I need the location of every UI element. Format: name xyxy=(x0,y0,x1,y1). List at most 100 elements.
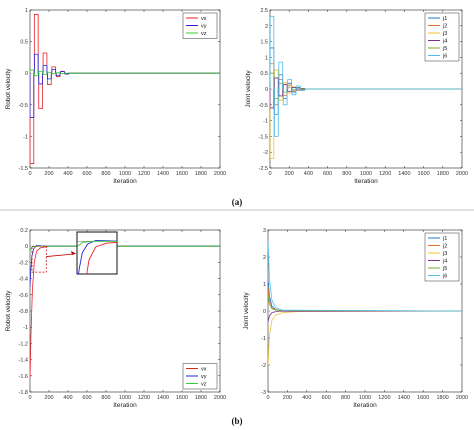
legend-label-j2: j2 xyxy=(442,244,447,250)
x-tick-label: 200 xyxy=(44,395,53,401)
y-tick-label: -1 xyxy=(263,119,268,125)
x-tick-label: 400 xyxy=(302,395,311,401)
y-tick-label: 0 xyxy=(265,87,268,93)
y-axis-label: Robot velocity xyxy=(5,68,12,110)
zoom-inset-lines xyxy=(77,239,117,274)
y-tick-label: 1 xyxy=(25,8,28,14)
y-tick-label: -1 xyxy=(23,134,28,140)
y-axis-label: Robot velocity xyxy=(5,290,12,332)
legend-label-j3: j3 xyxy=(442,31,447,37)
y-tick-label: -0.2 xyxy=(19,260,28,266)
x-tick-label: 1800 xyxy=(195,171,207,177)
legend-label-vx: vx xyxy=(201,16,207,22)
x-tick-label: 1200 xyxy=(138,395,150,401)
y-tick-label: 0 xyxy=(263,309,266,315)
series-group xyxy=(30,14,220,164)
y-tick-label: -1.5 xyxy=(259,134,268,140)
x-tick-label: 600 xyxy=(82,395,91,401)
y-tick-label: -1.8 xyxy=(19,390,28,396)
y-tick-label: -2 xyxy=(263,150,268,156)
x-tick-label: 600 xyxy=(323,171,332,177)
x-tick-label: 0 xyxy=(266,395,269,401)
y-tick-label: -1 xyxy=(261,336,266,342)
legend-label-j5: j5 xyxy=(442,266,447,272)
zoom-series-vz xyxy=(77,240,117,248)
legend-label-vz: vz xyxy=(201,382,207,388)
y-tick-label: 0 xyxy=(25,244,28,250)
series-line-j6 xyxy=(270,15,462,137)
y-axis-label: Joint velocity xyxy=(243,292,250,330)
x-tick-label: 200 xyxy=(283,395,292,401)
series-line-j6 xyxy=(268,240,462,312)
chart-3: 0 200 400 600 800 1000 1200 1400 1600 1800 2000 -3 -… xyxy=(243,228,468,409)
x-tick-label: 1400 xyxy=(398,395,410,401)
legend-label-j4: j4 xyxy=(442,259,447,265)
x-tick-label: 800 xyxy=(101,395,110,401)
zoom-series-vx xyxy=(86,241,117,274)
zoom-arrow xyxy=(46,253,75,257)
x-tick-label: 1800 xyxy=(436,395,448,401)
x-tick-label: 200 xyxy=(285,171,294,177)
x-tick-label: 1600 xyxy=(176,171,188,177)
legend-label-vz: vz xyxy=(201,31,207,37)
x-tick-label: 200 xyxy=(44,171,53,177)
x-tick-label: 1800 xyxy=(437,171,449,177)
x-tick-label: 800 xyxy=(101,171,110,177)
x-tick-label: 1400 xyxy=(157,171,169,177)
x-tick-label: 400 xyxy=(63,395,72,401)
x-tick-label: 1000 xyxy=(360,171,372,177)
legend-label-j2: j2 xyxy=(442,24,447,30)
y-tick-label: -1.2 xyxy=(19,341,28,347)
chart-0: 0 200 400 600 800 1000 1200 1400 1600 1800 2000 -1.… xyxy=(5,8,226,185)
y-axis-label: Joint velocity xyxy=(245,70,252,108)
x-tick-label: 1600 xyxy=(417,395,429,401)
x-tick-label: 0 xyxy=(28,395,31,401)
x-tick-label: 1600 xyxy=(176,395,188,401)
legend-label-j4: j4 xyxy=(442,39,447,45)
x-tick-label: 800 xyxy=(341,395,350,401)
y-tick-label: -1 xyxy=(23,325,28,331)
y-tick-label: -0.8 xyxy=(19,309,28,315)
x-tick-label: 1000 xyxy=(359,395,371,401)
x-axis-label: Iteration xyxy=(113,402,137,409)
x-tick-label: 400 xyxy=(63,171,72,177)
caption-a: (a) xyxy=(232,197,243,207)
y-tick-label: 2 xyxy=(263,255,266,261)
legend-label-j5: j5 xyxy=(442,46,447,52)
y-tick-label: 2 xyxy=(265,24,268,30)
y-tick-label: 1.5 xyxy=(260,40,268,46)
y-tick-label: 0.5 xyxy=(20,40,28,46)
zoom-source-box xyxy=(31,245,47,273)
x-tick-label: 1000 xyxy=(119,395,131,401)
legend-box xyxy=(424,232,460,282)
legend-label-j6: j6 xyxy=(442,274,447,280)
y-tick-label: -1.5 xyxy=(19,166,28,172)
y-tick-label: 0.5 xyxy=(260,71,268,77)
x-tick-label: 1800 xyxy=(195,395,207,401)
y-tick-label: -0.4 xyxy=(19,277,28,283)
legend-label-j6: j6 xyxy=(442,54,447,60)
caption-b: (b) xyxy=(232,416,243,426)
series-group xyxy=(268,240,462,366)
x-tick-label: 0 xyxy=(28,171,31,177)
y-tick-label: -2 xyxy=(261,363,266,369)
x-tick-label: 1000 xyxy=(119,171,131,177)
legend-label-vx: vx xyxy=(201,367,207,373)
series-line-vz xyxy=(30,69,220,77)
legend-label-j3: j3 xyxy=(442,251,447,257)
x-tick-label: 1400 xyxy=(398,171,410,177)
x-axis-label: Iteration xyxy=(353,402,377,409)
zoom-inset-box xyxy=(76,231,118,275)
x-axis-label: Iteration xyxy=(113,178,137,185)
x-tick-label: 1200 xyxy=(378,395,390,401)
x-tick-label: 2000 xyxy=(456,171,468,177)
y-tick-label: 1 xyxy=(265,55,268,61)
series-group xyxy=(270,15,462,159)
zoom-series-vy xyxy=(78,239,117,274)
x-tick-label: 1200 xyxy=(138,171,150,177)
x-tick-label: 600 xyxy=(82,171,91,177)
